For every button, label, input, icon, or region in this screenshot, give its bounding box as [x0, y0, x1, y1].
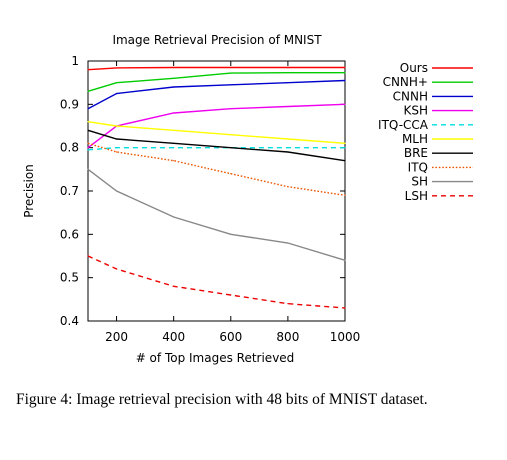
- legend-label-lsh: LSH: [405, 189, 428, 203]
- y-tick-label: 0.7: [60, 184, 79, 198]
- data-point-bre: [287, 151, 289, 153]
- y-tick-label: 0.6: [60, 227, 79, 241]
- x-tick-label: 1000: [330, 330, 361, 344]
- series-line-ksh: [87, 103, 346, 149]
- y-tick-label: 0.4: [60, 314, 79, 328]
- data-point-sh: [115, 190, 118, 192]
- data-point-cnnh: [173, 77, 175, 79]
- data-point-ours: [230, 66, 232, 69]
- data-point-itq: [230, 173, 232, 175]
- legend-label-itq-cca: ITQ-CCA: [378, 118, 429, 132]
- data-point-mlh: [344, 142, 346, 144]
- data-point-itq-cca: [87, 149, 89, 151]
- data-point-mlh: [115, 125, 118, 127]
- data-point-sh: [344, 259, 346, 261]
- data-point-bre: [87, 129, 89, 131]
- legend-label-bre: BRE: [404, 146, 428, 160]
- x-tick-label: 200: [105, 330, 128, 344]
- data-point-sh: [87, 168, 89, 170]
- data-point-cnnh: [344, 72, 346, 74]
- legend-label-itq: ITQ: [408, 160, 428, 174]
- data-point-bre: [173, 142, 175, 144]
- data-point-lsh: [230, 294, 232, 296]
- data-point-mlh: [173, 129, 175, 131]
- data-point-itq-cca: [344, 147, 346, 149]
- data-point-mlh: [287, 138, 289, 140]
- y-tick-label: 0.8: [60, 141, 79, 155]
- data-point-itq: [287, 186, 289, 188]
- data-point-itq: [115, 151, 118, 153]
- figure-caption: Figure 4: Image retrieval precision with…: [16, 391, 428, 408]
- data-point-cnnh: [230, 84, 232, 86]
- data-point-bre: [344, 160, 346, 162]
- data-point-mlh: [87, 121, 89, 123]
- series-line-mlh: [87, 121, 346, 144]
- legend-label-sh: SH: [411, 175, 428, 189]
- x-tick-label: 400: [162, 330, 185, 344]
- data-point-cnnh: [173, 86, 175, 88]
- data-point-ksh: [344, 103, 346, 105]
- series-line-itq: [87, 142, 346, 196]
- data-point-cnnh: [87, 108, 89, 110]
- data-point-cnnh: [115, 92, 118, 95]
- legend-label-mlh: MLH: [402, 132, 428, 146]
- data-point-bre: [115, 138, 118, 140]
- data-point-lsh: [173, 285, 175, 287]
- data-point-cnnh: [287, 72, 289, 74]
- data-point-lsh: [287, 303, 289, 305]
- x-tick-label: 600: [219, 330, 242, 344]
- data-point-ksh: [173, 112, 175, 114]
- series-line-bre: [87, 129, 346, 162]
- series-line-sh: [87, 168, 346, 261]
- data-point-ours: [287, 66, 289, 69]
- x-tick-label: 800: [276, 330, 299, 344]
- data-point-ksh: [230, 108, 232, 110]
- data-point-itq-cca: [115, 147, 118, 149]
- data-point-cnnh: [287, 82, 289, 84]
- data-point-cnnh: [344, 79, 346, 82]
- plot-area: 0.4 0.5 0.6 0.7 0.8 0.9 1 200 400 600 800 1000: [60, 54, 360, 344]
- data-point-itq-cca: [287, 147, 289, 149]
- data-point-ours: [115, 67, 118, 69]
- y-axis-label: Precision: [22, 164, 36, 218]
- data-point-ksh: [287, 105, 289, 108]
- data-point-sh: [287, 242, 289, 244]
- legend-label-ksh: KSH: [403, 104, 428, 118]
- data-point-itq: [87, 142, 89, 144]
- data-point-ours: [87, 69, 89, 71]
- x-axis-label: # of Top Images Retrieved: [136, 351, 295, 365]
- plot-frame: [87, 60, 346, 322]
- data-point-lsh: [87, 255, 89, 257]
- y-tick-label: 0.5: [60, 271, 79, 285]
- series-line-cnnh: [87, 71, 345, 92]
- data-point-ours: [344, 66, 346, 69]
- data-point-itq: [344, 194, 346, 196]
- data-point-sh: [230, 233, 232, 235]
- precision-line-chart: Image Retrieval Precision of MNIST Preci…: [22, 33, 473, 365]
- series-line-lsh: [87, 255, 346, 309]
- data-point-ksh: [87, 147, 89, 149]
- data-point-itq: [173, 160, 175, 162]
- y-tick-label: 1: [71, 54, 79, 68]
- data-point-cnnh: [230, 72, 232, 74]
- data-point-cnnh: [87, 90, 89, 92]
- legend-label-ours: Ours: [400, 61, 428, 75]
- series-line-cnnh: [87, 79, 346, 110]
- legend-label-cnnh: CNNH+: [383, 75, 428, 89]
- data-point-itq-cca: [173, 147, 175, 149]
- data-point-ours: [173, 66, 175, 69]
- data-point-bre: [230, 147, 232, 149]
- series-line-itq-cca: [87, 146, 345, 151]
- y-tick-label: 0.9: [60, 97, 79, 111]
- legend-label-cnnh: CNNH: [393, 89, 428, 103]
- data-point-lsh: [344, 307, 346, 309]
- series-line-ours: [87, 66, 345, 71]
- data-point-cnnh: [115, 82, 118, 84]
- data-point-mlh: [230, 134, 232, 136]
- data-point-sh: [173, 216, 175, 218]
- data-point-lsh: [115, 268, 118, 270]
- chart-title: Image Retrieval Precision of MNIST: [112, 33, 322, 47]
